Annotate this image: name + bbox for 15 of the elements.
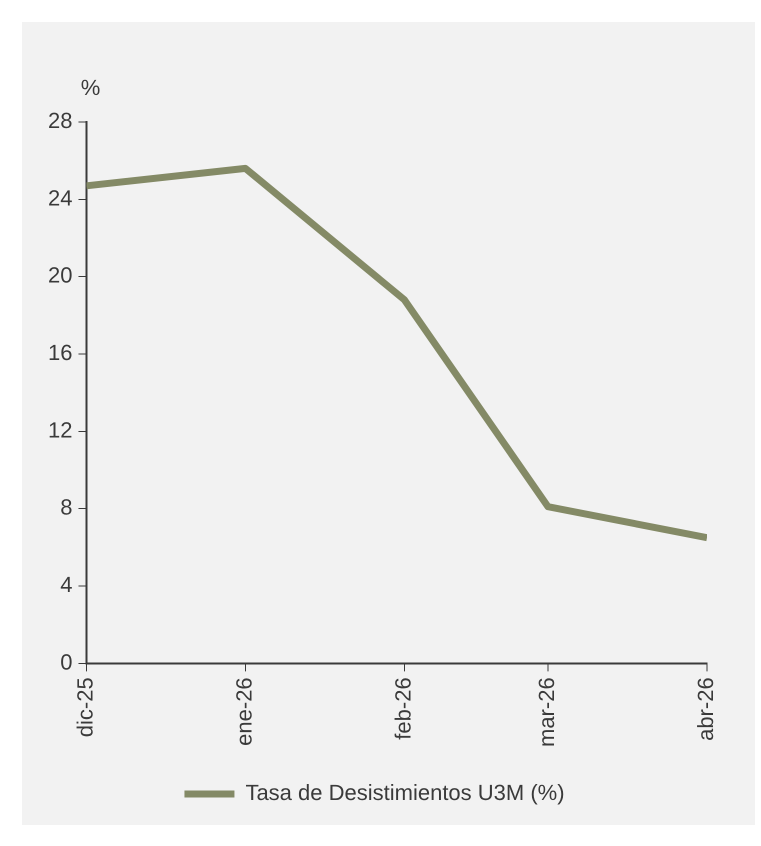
x-tick-label: ene-26 <box>232 677 257 746</box>
y-tick-label: 20 <box>48 262 72 288</box>
y-axis-title: % <box>80 75 100 100</box>
y-tick-label: 28 <box>48 108 72 134</box>
y-tick-label: 24 <box>48 185 72 210</box>
y-tick-label: 8 <box>60 494 72 520</box>
y-tick-label: 0 <box>60 649 72 674</box>
x-tick-label: dic-25 <box>72 677 98 738</box>
legend-label: Tasa de Desistimientos U3M (%) <box>245 780 565 806</box>
x-tick-label: abr-26 <box>693 677 718 741</box>
y-tick-label: 12 <box>48 417 72 442</box>
y-tick-label: 16 <box>48 340 72 366</box>
x-tick-label: feb-26 <box>390 677 416 740</box>
x-tick-label: mar-26 <box>534 677 560 748</box>
y-tick-label: 4 <box>60 572 72 598</box>
